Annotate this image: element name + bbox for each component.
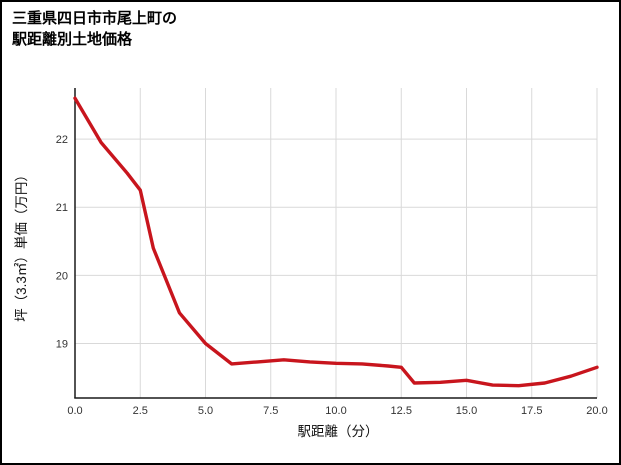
- x-tick-label: 7.5: [263, 405, 278, 417]
- y-tick-label: 20: [56, 270, 68, 282]
- x-tick-label: 15.0: [456, 405, 477, 417]
- x-tick-label: 10.0: [325, 405, 346, 417]
- y-tick-label: 21: [56, 202, 68, 214]
- x-axis-label: 駅距離（分）: [297, 424, 379, 439]
- chart-title: 三重県四日市市尾上町の 駅距離別土地価格: [12, 8, 177, 50]
- x-tick-label: 5.0: [198, 405, 213, 417]
- y-axis-label: 坪（3.3㎡）単価（万円）: [14, 168, 29, 322]
- x-tick-label: 0.0: [67, 405, 82, 417]
- chart-title-line1: 三重県四日市市尾上町の: [12, 10, 178, 27]
- x-tick-label: 2.5: [133, 405, 148, 417]
- chart-title-line2: 駅距離別土地価格: [12, 31, 133, 48]
- price-line: [73, 96, 599, 388]
- y-tick-label: 22: [56, 134, 68, 146]
- x-tick-label: 12.5: [391, 405, 412, 417]
- x-tick-label: 20.0: [586, 405, 607, 417]
- x-tick-label: 17.5: [521, 405, 542, 417]
- y-tick-label: 19: [56, 338, 68, 350]
